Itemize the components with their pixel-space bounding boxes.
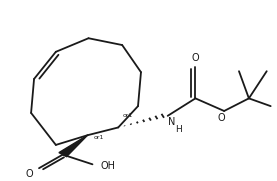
Text: OH: OH [100,161,116,171]
Text: H: H [175,125,181,134]
Text: N: N [168,117,175,127]
Polygon shape [59,135,88,157]
Text: O: O [217,113,225,123]
Text: or1: or1 [122,113,132,118]
Text: O: O [192,53,199,63]
Text: or1: or1 [93,135,104,140]
Text: O: O [25,169,33,179]
